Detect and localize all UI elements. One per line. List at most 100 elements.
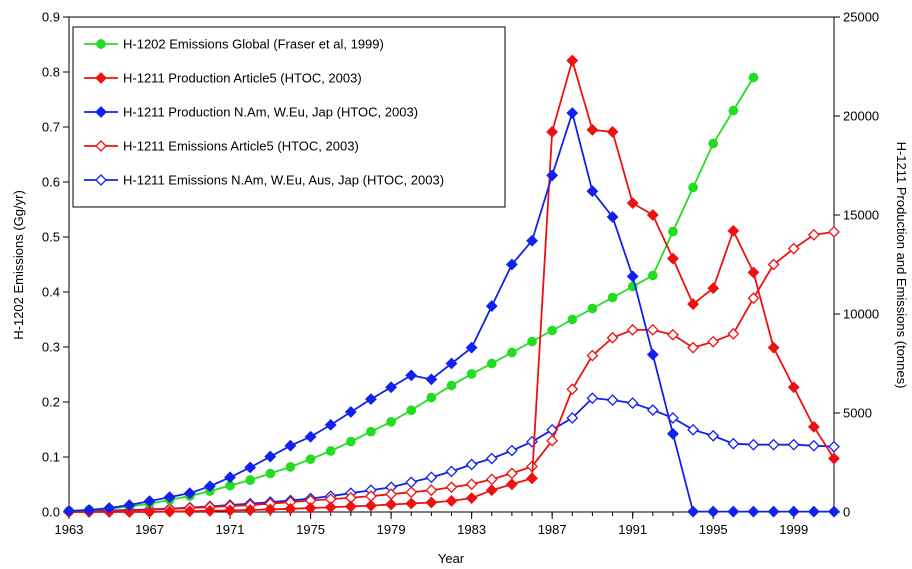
x-tick-label: 1979: [377, 522, 406, 537]
data-point: [325, 446, 336, 456]
y-left-tick-label: 0.9: [42, 10, 60, 25]
data-point: [546, 169, 559, 182]
data-point: [324, 501, 337, 514]
data-point: [747, 438, 760, 451]
data-point: [445, 465, 458, 478]
y-right-tick-label: 15000: [843, 208, 879, 223]
data-point: [123, 499, 136, 511]
data-point: [304, 502, 317, 514]
data-point: [747, 505, 760, 518]
data-point: [626, 270, 639, 283]
data-point: [244, 504, 257, 516]
legend: H-1202 Emissions Global (Fraser et al, 1…: [72, 26, 506, 208]
data-point: [587, 303, 598, 314]
data-point: [567, 314, 578, 325]
x-axis-title: Year: [438, 551, 465, 566]
data-point: [264, 503, 277, 516]
data-point: [425, 471, 438, 484]
data-point: [688, 182, 698, 193]
data-point: [465, 492, 478, 505]
data-point: [385, 381, 398, 394]
data-point: [526, 234, 538, 247]
data-point: [767, 341, 780, 354]
data-point: [586, 123, 599, 136]
data-point: [586, 185, 599, 198]
data-point: [747, 266, 760, 279]
data-point: [646, 323, 659, 336]
data-point: [667, 427, 679, 440]
data-point: [748, 72, 759, 83]
y-right-tick-label: 25000: [843, 10, 879, 25]
data-point: [224, 504, 236, 517]
data-point: [586, 349, 599, 362]
series-3: [63, 107, 840, 518]
legend-swatch-marker: [95, 106, 107, 118]
y-left-tick-label: 0.7: [42, 120, 60, 135]
data-point: [707, 429, 720, 442]
data-point: [425, 373, 438, 386]
data-point: [606, 394, 619, 407]
legend-label: H-1211 Emissions Article5 (HTOC, 2003): [123, 139, 359, 154]
x-tick-label: 1967: [135, 522, 164, 537]
data-point: [646, 209, 659, 221]
data-point: [708, 138, 719, 149]
data-point: [284, 439, 297, 452]
data-point: [566, 412, 579, 424]
y-axis-right-title: H-1211 Production and Emissions (tonnes): [894, 142, 909, 389]
data-point: [807, 420, 820, 433]
data-point: [687, 298, 699, 311]
data-point: [707, 335, 720, 348]
data-point: [83, 504, 96, 516]
y-axis-right: 0 5000 10000 15000 20000 25000: [834, 10, 879, 520]
data-point: [485, 452, 498, 465]
legend-item: H-1211 Production Article5 (HTOC, 2003): [84, 71, 362, 86]
data-point: [365, 393, 377, 406]
data-point: [143, 495, 156, 508]
data-point: [143, 506, 156, 518]
data-point: [527, 336, 537, 347]
data-point: [324, 418, 337, 431]
data-point: [787, 242, 800, 255]
data-point: [244, 461, 257, 474]
data-point: [787, 505, 800, 518]
legend-swatch-marker: [95, 72, 107, 84]
y-left-tick-label: 0.1: [42, 450, 60, 465]
y-axis-left-title: H-1202 Emissions (Gg/yr): [11, 190, 26, 340]
data-point: [667, 252, 679, 265]
y-left-tick-label: 0.6: [42, 175, 60, 190]
data-point: [163, 505, 176, 518]
data-point: [304, 430, 317, 443]
x-axis: 1963 1967 1971 1975 1979 1983 1987 1991 1995 1999: [55, 512, 835, 537]
data-point: [344, 406, 357, 418]
data-point: [426, 392, 437, 403]
data-point: [466, 369, 477, 379]
data-point: [767, 505, 780, 518]
data-point: [245, 475, 256, 485]
data-point: [687, 341, 699, 354]
data-point: [727, 327, 740, 340]
data-point: [687, 423, 699, 436]
data-point: [204, 480, 216, 493]
data-point: [507, 347, 517, 358]
data-point: [465, 458, 478, 471]
data-point: [123, 506, 136, 518]
y-axis-left: 0.0 0.1 0.2 0.3 0.4 0.5 0.6 0.7 0.8 0.9: [42, 10, 69, 520]
data-point: [485, 300, 498, 312]
data-point: [486, 358, 497, 369]
data-point: [284, 502, 297, 515]
data-point: [646, 348, 659, 361]
data-point: [807, 439, 820, 452]
data-point: [63, 505, 75, 517]
data-point: [505, 444, 518, 457]
data-point: [445, 481, 458, 494]
data-point: [787, 381, 800, 394]
data-point: [787, 438, 800, 451]
data-point: [606, 125, 619, 138]
data-point: [728, 105, 739, 116]
data-point: [425, 496, 438, 509]
data-point: [547, 325, 558, 336]
data-point: [828, 440, 840, 453]
y-right-tick-label: 10000: [843, 307, 879, 322]
data-point: [707, 505, 720, 518]
y-left-tick-label: 0.3: [42, 340, 60, 355]
